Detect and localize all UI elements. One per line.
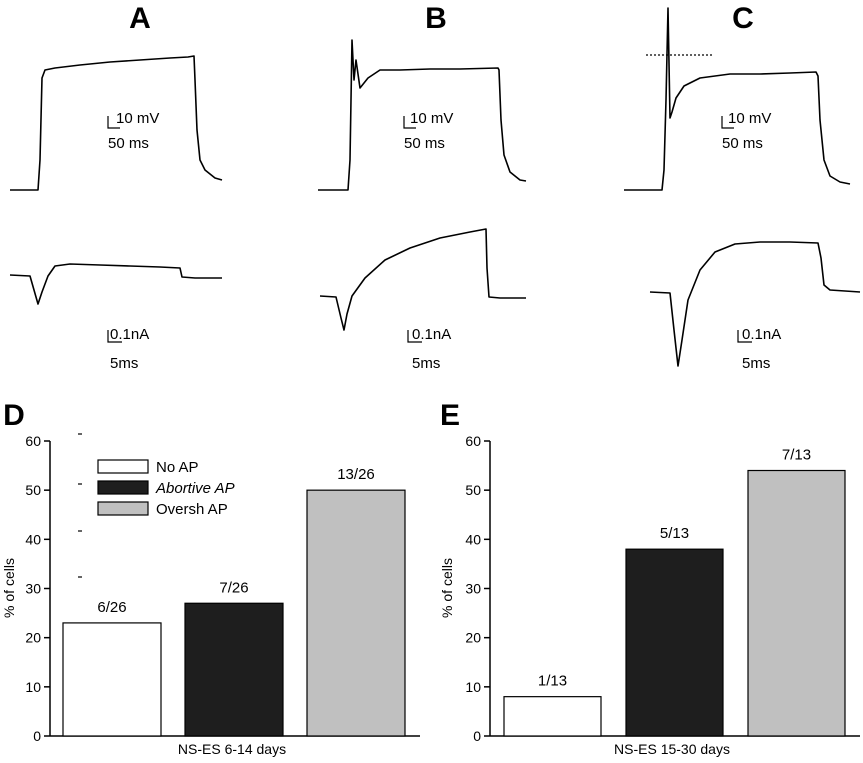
y-tick-label: 60 [465, 433, 481, 449]
panel-c-voltage-scalebar [721, 116, 734, 129]
panel-c-current-trace [649, 241, 861, 367]
y-tick-label: 10 [25, 679, 41, 695]
panel-b-current-scalebar [407, 330, 422, 343]
panel-a-current-scale-label: 0.1nA [110, 326, 149, 343]
chart-d-minor-marks [78, 433, 82, 578]
panel-c-time-scale-label: 50 ms [722, 135, 763, 152]
y-tick-label: 30 [465, 581, 481, 597]
panel-a-voltage-scalebar [107, 116, 120, 129]
y-tick-label: 40 [465, 531, 481, 547]
bar-data-label: 7/26 [219, 579, 248, 596]
panel-a-current-scalebar [107, 330, 122, 343]
y-tick-label: 20 [25, 630, 41, 646]
y-tick-label: 40 [25, 531, 41, 547]
panel-a-time-scale-bottom-label: 5ms [110, 355, 138, 372]
panel-a-voltage-trace [10, 55, 223, 191]
panel-c-voltage-scale-label: 10 mV [728, 110, 771, 127]
bar-data-label: 1/13 [538, 673, 567, 690]
bar-data-label: 6/26 [97, 599, 126, 616]
bar-no-ap [503, 696, 602, 737]
y-tick-label: 50 [25, 482, 41, 498]
panel-c-label: C [732, 2, 754, 35]
panel-b-voltage-scalebar [403, 116, 416, 129]
panel-a-label: A [129, 2, 151, 35]
bar-chart-d: D 0 10 20 30 40 50 60 6/26 7/26 13/26 % of cells… [1, 399, 420, 757]
chart-e-y-axis-title: % of cells [439, 558, 455, 618]
panel-b-voltage-trace [318, 39, 527, 191]
legend-swatch-abortive-ap [97, 480, 149, 495]
chart-d-legend: No AP Abortive AP Oversh AP [97, 459, 235, 518]
bar-oversh-ap [306, 489, 406, 737]
bar-abortive-ap [625, 548, 724, 737]
chart-d-y-axis-title: % of cells [1, 558, 17, 618]
y-tick-label: 10 [465, 679, 481, 695]
chart-e-bars [503, 469, 846, 737]
panel-d-label: D [3, 399, 25, 432]
legend-label-oversh-ap: Oversh AP [156, 501, 228, 518]
panel-b-label: B [425, 2, 447, 35]
panel-c-voltage-trace [624, 7, 851, 191]
legend-label-no-ap: No AP [156, 459, 199, 476]
panel-c: C 10 mV 50 ms 0.1nA 5ms [624, 2, 861, 372]
y-tick-label: 30 [25, 581, 41, 597]
panel-a-time-scale-label: 50 ms [108, 135, 149, 152]
panel-a-voltage-scale-label: 10 mV [116, 110, 159, 127]
chart-e-y-ticks: 0 10 20 30 40 50 60 [465, 433, 490, 744]
bar-data-label: 7/13 [782, 447, 811, 464]
panel-b-time-scale-label: 50 ms [404, 135, 445, 152]
panel-c-time-scale-bottom-label: 5ms [742, 355, 770, 372]
bar-data-label: 13/26 [337, 466, 375, 483]
chart-e-x-axis-title: NS-ES 15-30 days [614, 741, 730, 757]
y-tick-label: 0 [33, 728, 41, 744]
panel-b-current-trace [319, 228, 526, 331]
panel-a: A 10 mV 50 ms 0.1nA 5ms [9, 2, 223, 372]
panel-b-time-scale-bottom-label: 5ms [412, 355, 440, 372]
y-tick-label: 50 [465, 482, 481, 498]
panel-c-current-scalebar [737, 330, 752, 343]
y-tick-label: 60 [25, 433, 41, 449]
chart-e-data-labels: 1/13 5/13 7/13 [538, 447, 811, 690]
panel-e-label: E [440, 399, 460, 432]
chart-d-bars [62, 489, 406, 737]
bar-abortive-ap [184, 602, 284, 737]
y-tick-label: 20 [465, 630, 481, 646]
panel-b: B 10 mV 50 ms 0.1nA 5ms [318, 2, 527, 372]
legend-swatch-oversh-ap [97, 501, 149, 516]
bar-data-label: 5/13 [660, 525, 689, 542]
chart-d-y-ticks: 0 10 20 30 40 50 60 [25, 433, 50, 744]
bar-no-ap [62, 622, 162, 737]
y-tick-label: 0 [473, 728, 481, 744]
chart-d-x-axis-title: NS-ES 6-14 days [178, 741, 286, 757]
panel-c-current-scale-label: 0.1nA [742, 326, 781, 343]
legend-label-abortive-ap: Abortive AP [155, 480, 235, 497]
panel-a-current-trace [9, 263, 222, 305]
panel-b-current-scale-label: 0.1nA [412, 326, 451, 343]
panel-b-voltage-scale-label: 10 mV [410, 110, 453, 127]
bar-oversh-ap [747, 469, 846, 737]
legend-swatch-no-ap [97, 459, 149, 474]
chart-d-data-labels: 6/26 7/26 13/26 [97, 466, 374, 616]
